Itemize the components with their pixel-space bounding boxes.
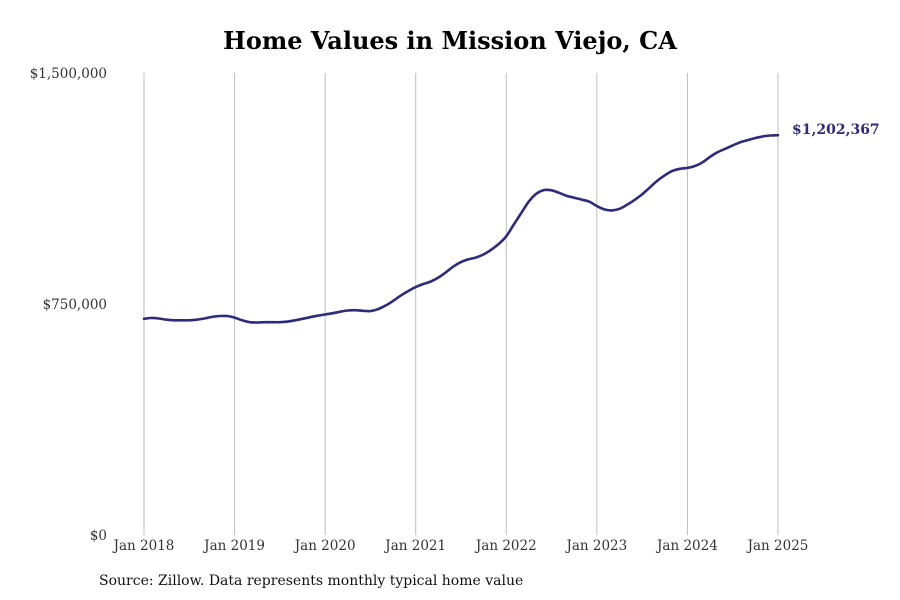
end-value-label: $1,202,367 <box>792 122 880 138</box>
x-tick-label: Jan 2024 <box>655 538 718 554</box>
x-tick-label: Jan 2019 <box>202 538 265 554</box>
x-tick-label: Jan 2022 <box>474 538 537 554</box>
x-tick-label: Jan 2021 <box>383 538 446 554</box>
y-tick-label: $0 <box>90 528 107 544</box>
chart-title: Home Values in Mission Viejo, CA <box>223 26 677 55</box>
x-tick-label: Jan 2025 <box>746 538 809 554</box>
series-line <box>142 133 780 324</box>
y-tick-label: $750,000 <box>43 297 107 313</box>
x-tick-label: Jan 2020 <box>293 538 356 554</box>
source-note: Source: Zillow. Data represents monthly … <box>99 573 524 589</box>
x-tick-label: Jan 2018 <box>112 538 175 554</box>
x-tick-label: Jan 2023 <box>564 538 627 554</box>
y-tick-label: $1,500,000 <box>30 66 107 82</box>
